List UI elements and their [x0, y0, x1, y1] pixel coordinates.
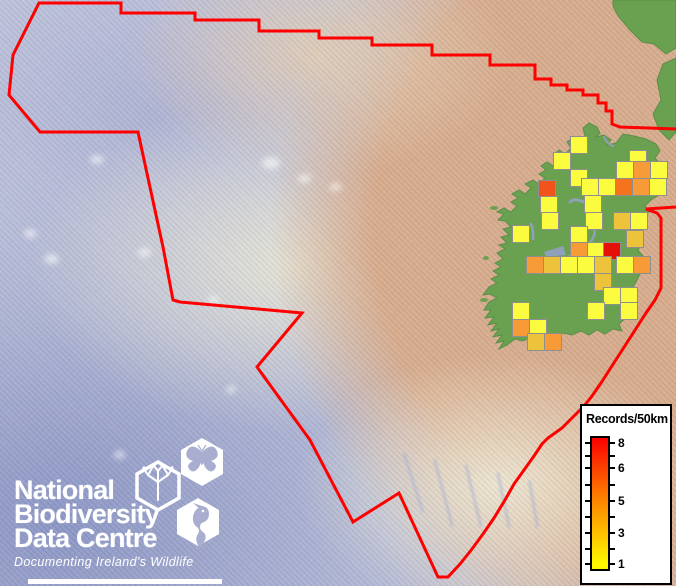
seamount-dot	[44, 254, 59, 264]
river-foyle	[603, 136, 614, 147]
grid-cell[interactable]	[633, 161, 651, 179]
grid-cell[interactable]	[543, 256, 561, 274]
grid-cell[interactable]	[512, 302, 530, 320]
logo-underline	[28, 579, 222, 584]
legend-tick	[585, 516, 590, 518]
legend-tick-label: 8	[618, 435, 625, 450]
legend-tick	[610, 467, 615, 470]
legend-tick-label: 1	[618, 557, 625, 572]
legend-tick	[610, 483, 615, 486]
grid-cell[interactable]	[633, 256, 651, 274]
legend-tick	[610, 454, 615, 457]
seamount-dot	[208, 296, 219, 304]
grid-cell[interactable]	[630, 212, 648, 230]
designated-area-boundary-line	[7, 1, 676, 579]
grid-cell[interactable]	[544, 333, 562, 351]
legend-gradient-bar	[590, 436, 610, 571]
legend-tick	[585, 454, 590, 457]
tree-hexagon-icon	[135, 459, 181, 513]
butterfly-hexagon-icon	[181, 438, 223, 486]
seamount-dot	[114, 451, 125, 459]
legend-tick	[610, 547, 615, 550]
legend-tick	[610, 499, 615, 502]
legend-title: Records/50km	[586, 412, 668, 426]
grid-cell[interactable]	[577, 256, 595, 274]
seamount-dot	[24, 229, 37, 238]
logo-tagline: Documenting Ireland's Wildlife	[14, 555, 194, 569]
lough-corrib	[529, 222, 535, 241]
logo-text-line: Data Centre	[14, 523, 158, 553]
seamount-dot	[90, 155, 104, 164]
grid-cell[interactable]	[616, 161, 634, 179]
grid-cell[interactable]	[553, 152, 571, 170]
legend-tick-label: 3	[618, 526, 625, 541]
legend-tick	[585, 499, 590, 502]
grid-cell[interactable]	[594, 256, 612, 274]
seamount-dot	[262, 157, 280, 169]
legend-tick	[585, 441, 590, 444]
seamount-dot	[330, 183, 341, 191]
legend-tick	[610, 532, 615, 535]
grid-cell[interactable]	[587, 302, 605, 320]
grid-cell[interactable]	[616, 256, 634, 274]
legend-tick-label: 5	[618, 493, 625, 508]
grid-cell[interactable]	[560, 256, 578, 274]
grid-cell[interactable]	[527, 333, 545, 351]
seamount-dot	[138, 248, 151, 257]
legend-tick	[585, 467, 590, 470]
legend-panel: Records/50km 8 6 5 3 1	[580, 404, 672, 585]
grid-cell[interactable]	[581, 178, 599, 196]
legend-tick	[585, 483, 590, 486]
grid-cell[interactable]	[649, 178, 667, 196]
legend-tick	[610, 441, 615, 444]
logo-text-line: National	[14, 475, 115, 505]
grid-cell[interactable]	[626, 230, 644, 248]
shannon-estuary	[544, 246, 566, 257]
grid-cell[interactable]	[615, 178, 633, 196]
grid-cell[interactable]	[598, 178, 616, 196]
legend-tick	[585, 532, 590, 535]
legend-tick	[585, 547, 590, 550]
grid-cell[interactable]	[570, 136, 588, 154]
seamount-dot	[226, 386, 236, 393]
legend-tick	[610, 563, 615, 566]
britain-landmass	[612, 0, 676, 141]
grid-cell[interactable]	[620, 302, 638, 320]
logo-text-line: Biodiversity	[14, 499, 160, 529]
grid-cell[interactable]	[541, 212, 559, 230]
grid-cell[interactable]	[632, 178, 650, 196]
grid-cell[interactable]	[603, 287, 621, 305]
grid-cell[interactable]	[613, 212, 631, 230]
islands	[480, 206, 498, 302]
grid-cell[interactable]	[584, 195, 602, 213]
legend-tick	[585, 563, 590, 566]
legend-tick	[610, 516, 615, 518]
grid-cell[interactable]	[650, 161, 668, 179]
seamount-dot	[298, 174, 311, 183]
grid-cell[interactable]	[512, 225, 530, 243]
grid-cell[interactable]	[526, 256, 544, 274]
nbdc-logo-hexagons	[135, 438, 223, 548]
seahorse-hexagon-icon	[177, 498, 219, 548]
legend-tick-label: 6	[618, 461, 625, 476]
grid-cell[interactable]	[585, 212, 603, 230]
nbdc-logo: National Biodiversity Data Centre Docume…	[14, 475, 194, 570]
grid-cell[interactable]	[603, 242, 621, 260]
